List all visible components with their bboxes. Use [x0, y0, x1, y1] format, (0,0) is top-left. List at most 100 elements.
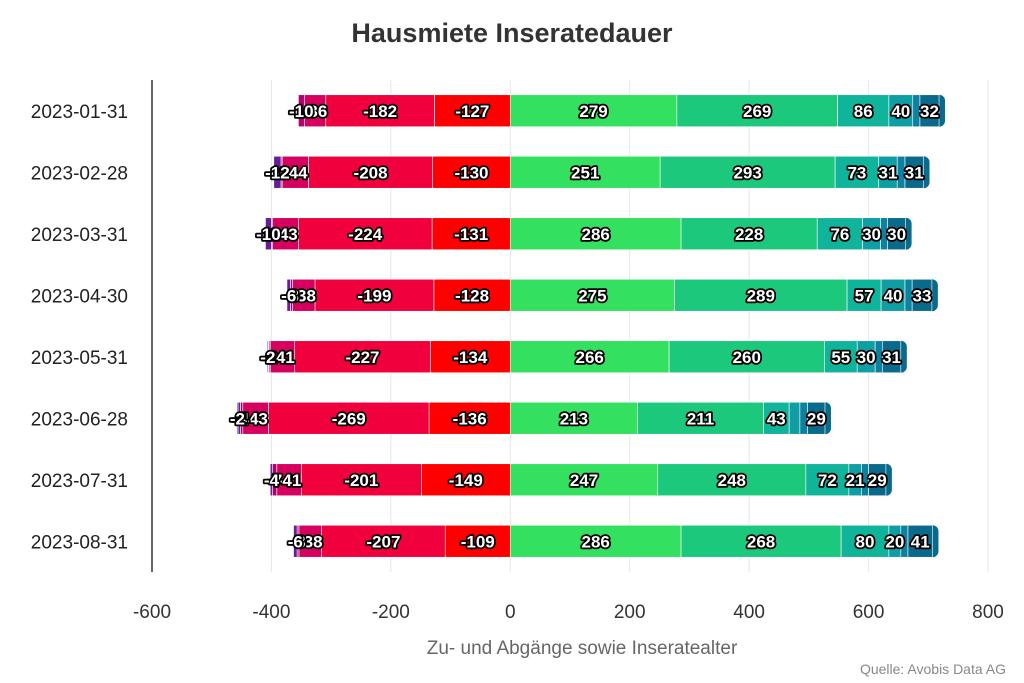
bar-segment-negative [265, 217, 272, 251]
x-tick-label: 200 [614, 602, 646, 623]
bar-segment-positive [509, 278, 675, 312]
bar-segment-positive [668, 340, 825, 374]
data-label: 275 [578, 286, 606, 305]
data-label: -2 [274, 163, 289, 182]
data-label: -149 [449, 471, 483, 490]
data-label: 21 [846, 471, 865, 490]
data-label: -2 [262, 348, 277, 367]
bar-segment-positive [911, 278, 933, 312]
data-label: 40 [891, 102, 910, 121]
data-label: -131 [454, 225, 488, 244]
y-tick-label: 2023-05-31 [31, 348, 128, 369]
data-label: -41 [270, 348, 295, 367]
y-axis-labels: 2023-01-31 2023-02-28 2023-03-31 2023-04-30… [31, 102, 128, 554]
data-label: 30 [862, 225, 881, 244]
bar-segment-positive [904, 278, 913, 312]
bar-segment-negative [300, 463, 422, 497]
bar-segment-positive [868, 463, 887, 497]
bars: -127-182-36-10 279 269 86 40 32-130-208-44-2-… [228, 94, 946, 558]
bar-segment-negative [269, 463, 273, 497]
bar-segment-positive [919, 94, 940, 128]
bar-segment-negative [431, 217, 511, 251]
data-label: 43 [767, 409, 786, 428]
bar-segment-negative [293, 524, 298, 558]
bar-segment-negative [321, 524, 446, 558]
data-label: 286 [581, 225, 609, 244]
bar-segment-negative [325, 94, 435, 128]
bar-segment-positive [763, 401, 790, 435]
data-label: 30 [887, 225, 906, 244]
y-tick-label: 2023-03-31 [31, 225, 128, 246]
bar-segment-negative [434, 94, 511, 128]
bar-segment-positive [824, 340, 858, 374]
x-tick-label: -600 [133, 602, 171, 623]
data-label: -4 [232, 409, 248, 428]
x-tick-label: 400 [733, 602, 765, 623]
data-label: 33 [913, 286, 932, 305]
bar-segment-negative [444, 524, 511, 558]
bar-segment-negative [297, 94, 299, 128]
bar-segment-positive [807, 401, 826, 435]
bar-segment-positive [834, 155, 880, 189]
bar-segment-positive [846, 278, 882, 312]
bar-segment-positive [882, 340, 902, 374]
bar-segment-positive [680, 217, 818, 251]
data-label: -12 [265, 163, 290, 182]
data-label: 293 [733, 163, 761, 182]
bar-segment-positive [907, 524, 933, 558]
y-tick-label: 2023-06-28 [31, 409, 128, 430]
bar-segment-positive [509, 463, 659, 497]
data-label: 57 [855, 286, 874, 305]
bar-segment-negative [242, 401, 269, 435]
bar-segment-positive [509, 94, 678, 128]
bar-segment-negative [433, 278, 511, 312]
data-label: 76 [830, 225, 849, 244]
data-label: -182 [363, 102, 397, 121]
data-label: -134 [453, 348, 488, 367]
data-label: -136 [453, 409, 487, 428]
data-label: -4 [234, 409, 250, 428]
bar-segment-negative [429, 340, 511, 374]
bar-segment-positive [657, 463, 807, 497]
y-tick-label: 2023-04-30 [31, 286, 128, 307]
data-label: 268 [747, 532, 775, 551]
data-label: 41 [911, 532, 930, 551]
x-tick-label: 600 [853, 602, 885, 623]
data-label: 248 [718, 471, 746, 490]
x-tick-label: 800 [972, 602, 1004, 623]
bar-row: -109 -207 -38-3-6 286 268 80 20 41 [286, 524, 939, 558]
data-label: -130 [454, 163, 488, 182]
data-label: -127 [455, 102, 489, 121]
bar-segment-negative [294, 340, 431, 374]
data-label: 286 [581, 532, 609, 551]
data-label: -43 [273, 225, 298, 244]
data-label: -41 [277, 471, 302, 490]
source-note: Quelle: Avobis Data AG [860, 661, 1006, 677]
data-label: -6 [288, 532, 303, 551]
data-label: -7 [267, 471, 282, 490]
bar-segment-positive [674, 278, 848, 312]
data-label: 80 [856, 532, 875, 551]
chart-title: Hausmiete Inseratedauer [351, 18, 673, 48]
data-label: -6 [281, 286, 296, 305]
data-label: 228 [735, 225, 763, 244]
y-tick-label: 2023-08-31 [31, 532, 128, 553]
bar-segment-positive [509, 340, 670, 374]
bar-segment-positive [912, 94, 921, 128]
x-tick-label: -200 [372, 602, 410, 623]
bar-segment-negative [268, 401, 430, 435]
bar-segment-negative [272, 217, 299, 251]
bar-segment-positive [509, 155, 661, 189]
data-label: -10 [289, 102, 314, 121]
bar-segment-negative [308, 155, 433, 189]
data-label: -10 [256, 225, 281, 244]
data-label: -227 [345, 348, 379, 367]
data-label: 32 [920, 102, 939, 121]
data-label: -38 [298, 532, 323, 551]
data-label: -44 [283, 163, 308, 182]
bar-segment-positive [805, 463, 850, 497]
bar-segment-negative [421, 463, 511, 497]
bar-segment-negative [273, 155, 282, 189]
data-label: 269 [743, 102, 771, 121]
